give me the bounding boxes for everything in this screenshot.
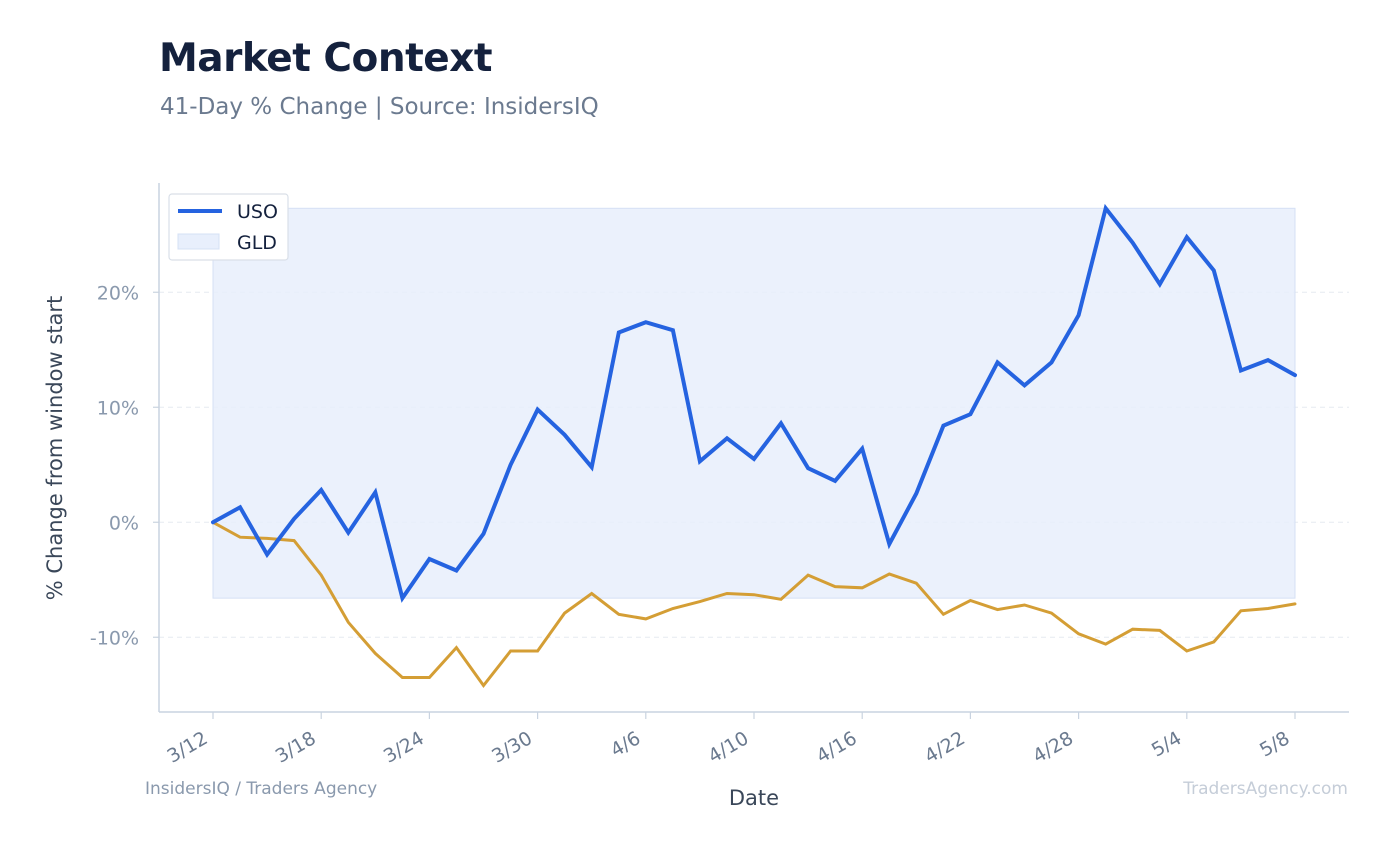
gld-area-band <box>212 207 1296 599</box>
legend-uso-label: USO <box>237 201 278 223</box>
series-line-gld <box>211 520 1297 689</box>
y-axis-ticks: 20% 10% 0% -10% <box>90 282 159 649</box>
y-axis-label: % Change from window start <box>43 296 67 601</box>
x-tick-label: 3/12 <box>164 727 212 767</box>
x-tick-label: 4/16 <box>813 727 861 767</box>
x-tick-label: 5/8 <box>1256 727 1293 761</box>
y-tick-label: 0% <box>109 512 139 534</box>
series-line-uso <box>211 203 1297 603</box>
footer-watermark: TradersAgency.com <box>1183 779 1348 799</box>
footer-credit: InsidersIQ / Traders Agency <box>145 779 378 799</box>
area-fill-layer <box>212 207 1296 599</box>
x-tick-label: 4/6 <box>607 727 644 761</box>
x-axis-label: Date <box>729 786 779 810</box>
x-tick-label: 4/10 <box>705 727 753 767</box>
chart-title: Market Context <box>159 36 493 81</box>
series-layer <box>211 203 1297 689</box>
legend: USO GLD <box>168 193 289 261</box>
x-tick-label: 4/22 <box>921 727 969 767</box>
x-tick-label: 5/4 <box>1148 727 1185 761</box>
x-tick-label: 3/18 <box>272 727 320 767</box>
x-tick-label: 4/28 <box>1029 727 1077 767</box>
x-axis-ticks: 3/12 3/18 3/24 3/30 4/6 4/10 4/16 4/22 4/28 5/4 5/… <box>164 712 1296 768</box>
chart-subtitle: 41-Day % Change | Source: InsidersIQ <box>160 94 599 120</box>
y-tick-label: 20% <box>97 282 139 304</box>
x-tick-label: 3/30 <box>488 727 536 767</box>
y-tick-label: 10% <box>97 397 139 419</box>
y-tick-label: -10% <box>90 627 139 649</box>
legend-gld-label: GLD <box>237 232 277 254</box>
legend-gld-swatch <box>177 233 220 250</box>
x-tick-label: 3/24 <box>380 727 428 767</box>
